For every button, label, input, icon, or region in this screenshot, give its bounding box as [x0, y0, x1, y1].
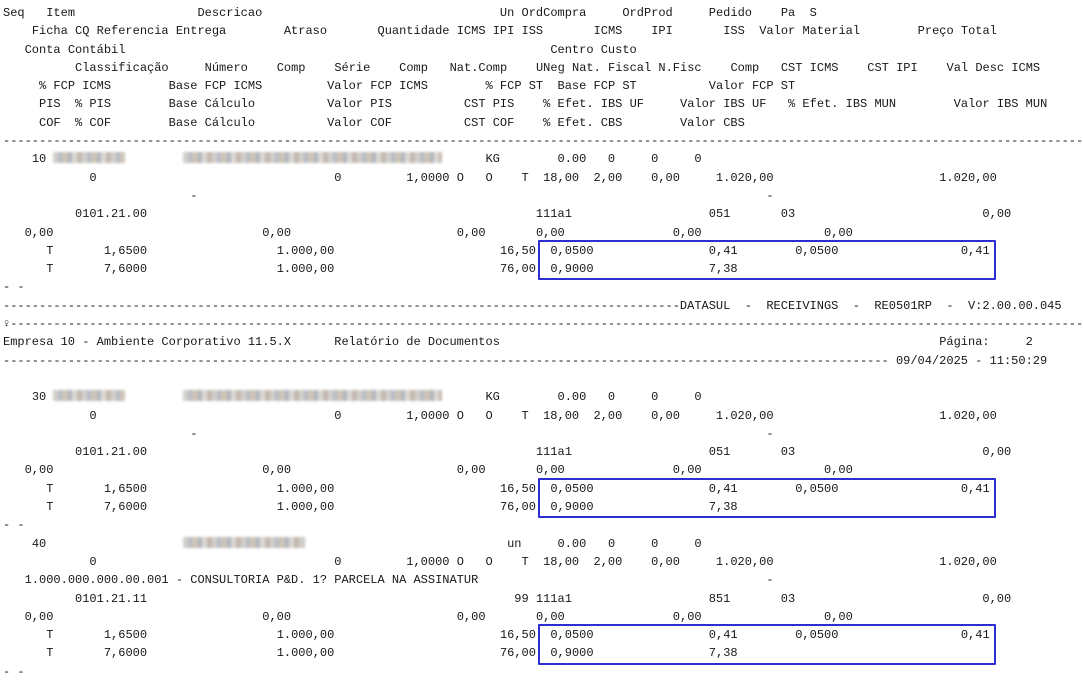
highlight-box	[538, 477, 996, 519]
report-line: - -	[190, 188, 774, 203]
report-line: ----------------------------------------…	[3, 298, 1062, 313]
highlight-box	[538, 624, 996, 665]
redacted-text	[53, 390, 126, 402]
report-line: ----------------------------------------…	[3, 134, 1083, 149]
report-line: PIS % PIS Base Cálculo Valor PIS CST PIS…	[39, 97, 1048, 112]
report-line: % FCP ICMS Base FCP ICMS Valor FCP ICMS …	[39, 79, 796, 94]
report-line: 40 un 0.00 0 0 0	[31, 536, 702, 551]
report-line: 0,00 0,00 0,00 0,00 0,00 0,00	[24, 225, 853, 240]
report-line: 0,00 0,00 0,00 0,00 0,00 0,00	[24, 463, 853, 478]
report-line: 30 KG 0.00 0 0 0	[31, 390, 702, 405]
report-line: Conta Contábil Centro Custo	[24, 42, 637, 57]
report-line: 0 0 1,0000 O O T 18,00 2,00 0,00 1.020,0…	[89, 408, 997, 423]
report-line: 0 0 1,0000 O O T 18,00 2,00 0,00 1.020,0…	[89, 554, 997, 569]
report-line	[3, 681, 1083, 699]
report-line: T 7,6000 1.000,00 76,00 0,9000 7,38	[46, 500, 738, 515]
report-line: T 1,6500 1.000,00 16,50 0,0500 0,41 0,05…	[46, 243, 990, 258]
report-line: - -	[3, 518, 25, 533]
report-line: 0101.21.00 111a1 051 03 0,00	[75, 207, 1012, 222]
report-line: 0101.21.11 99 111a1 851 03 0,00	[75, 591, 1012, 606]
report-line: - -	[3, 664, 25, 679]
report-line: ----------------------------------------…	[3, 353, 1048, 368]
report-line: 0101.21.00 111a1 051 03 0,00	[75, 445, 1012, 460]
report-line: T 7,6000 1.000,00 76,00 0,9000 7,38	[46, 646, 738, 661]
report-line: Ficha CQ Referencia Entrega Atraso Quant…	[31, 24, 997, 39]
redacted-text	[183, 390, 443, 402]
report-line: - -	[3, 280, 25, 295]
report-line: T 1,6500 1.000,00 16,50 0,0500 0,41 0,05…	[46, 481, 990, 496]
report-line: 0,00 0,00 0,00 0,00 0,00 0,00	[24, 609, 853, 624]
report-line: ♀---------------------------------------…	[3, 317, 1083, 332]
report-line: 0 0 1,0000 O O T 18,00 2,00 0,00 1.020,0…	[89, 170, 997, 185]
redacted-text	[183, 152, 443, 164]
report-line: 10 KG 0.00 0 0 0	[31, 152, 702, 167]
report-line: COF % COF Base Cálculo Valor COF CST COF…	[39, 115, 745, 130]
report-line: Empresa 10 - Ambiente Corporativo 11.5.X…	[3, 335, 1033, 350]
report-line: Seq Item Descricao Un OrdCompra OrdProd …	[3, 6, 817, 20]
highlight-box	[538, 239, 996, 281]
report-line	[3, 370, 1083, 388]
report-line: T 1,6500 1.000,00 16,50 0,0500 0,41 0,05…	[46, 628, 990, 643]
redacted-text	[53, 152, 126, 164]
redacted-text	[183, 536, 306, 548]
report-line: T 7,6000 1.000,00 76,00 0,9000 7,38	[46, 262, 738, 277]
report-line: Classificação Número Comp Série Comp Nat…	[75, 60, 1041, 75]
report-line: - -	[190, 426, 774, 441]
report-line: 1.000.000.000.00.001 - CONSULTORIA P&D. …	[24, 573, 774, 588]
